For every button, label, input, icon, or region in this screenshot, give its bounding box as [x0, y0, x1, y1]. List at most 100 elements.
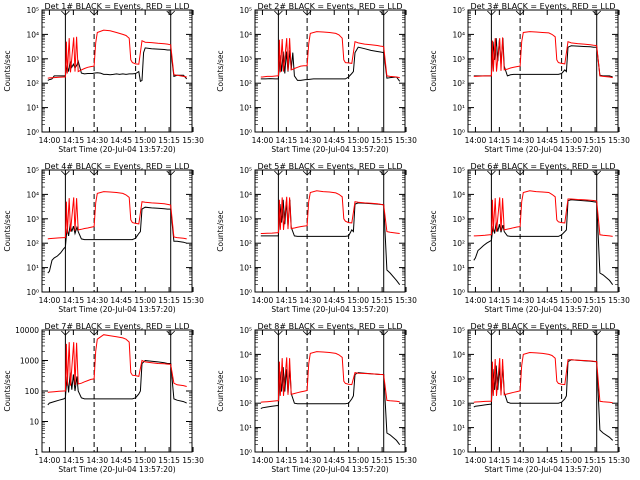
x-tick-label: 15:30	[608, 296, 630, 305]
series-line-lld	[260, 31, 400, 79]
x-tick-label: 15:30	[182, 456, 204, 465]
x-tick-label: 14:15	[63, 296, 85, 305]
x-tick-label: 15:00	[347, 456, 369, 465]
plot-frame	[467, 9, 619, 133]
y-tick-label: 10	[29, 418, 39, 427]
y-tick-label: 10³	[239, 55, 252, 64]
marker-cap	[379, 170, 388, 176]
y-tick-label: 10⁴	[452, 190, 465, 199]
y-tick-label: 1	[34, 448, 39, 457]
y-tick-label: 10⁴	[26, 30, 39, 39]
y-axis-label: Counts/sec	[216, 370, 225, 411]
series-line-events	[47, 206, 187, 274]
series-line-lld	[47, 29, 187, 79]
y-axis-label: Counts/sec	[429, 210, 438, 251]
x-tick-label: 14:45	[323, 136, 345, 145]
marker-cap	[487, 170, 496, 176]
marker-cap	[89, 10, 99, 16]
marker-cap	[61, 170, 70, 176]
x-tick-label: 15:15	[158, 456, 180, 465]
y-tick-label: 10¹	[26, 264, 39, 273]
marker-cap	[61, 10, 70, 16]
x-tick-label: 15:30	[395, 136, 417, 145]
y-tick-label: 10²	[239, 239, 252, 248]
x-tick-label: 15:15	[371, 456, 393, 465]
y-tick-label: 1000	[20, 357, 39, 366]
panel-title: Det 8# BLACK = Events, RED = LLD	[258, 322, 403, 331]
y-tick-label: 10³	[239, 375, 252, 384]
x-tick-label: 15:15	[158, 136, 180, 145]
x-tick-label: 14:00	[39, 296, 61, 305]
y-axis-label: Counts/sec	[3, 50, 12, 91]
y-tick-label: 10⁵	[452, 326, 465, 335]
panel-title: Det 5# BLACK = Events, RED = LLD	[258, 162, 403, 171]
panel-title: Det 9# BLACK = Events, RED = LLD	[471, 322, 616, 331]
x-tick-label: 15:15	[158, 296, 180, 305]
x-tick-label: 14:15	[489, 136, 511, 145]
x-tick-label: 14:30	[299, 456, 321, 465]
y-axis-label: Counts/sec	[216, 50, 225, 91]
x-tick-label: 14:15	[63, 136, 85, 145]
x-axis-label: Start Time (20-Jul-04 13:57:20)	[58, 305, 175, 314]
plot-frame	[41, 169, 193, 293]
y-tick-label: 100	[25, 387, 40, 396]
y-tick-label: 10³	[26, 55, 39, 64]
marker-cap	[302, 10, 312, 16]
marker-cap	[592, 170, 601, 176]
y-tick-label: 10⁰	[452, 288, 465, 297]
marker-cap	[89, 170, 99, 176]
panel-title: Det 7# BLACK = Events, RED = LLD	[45, 322, 190, 331]
x-axis-label: Start Time (20-Jul-04 13:57:20)	[58, 465, 175, 474]
y-tick-label: 10¹	[26, 104, 39, 113]
y-tick-label: 10³	[239, 215, 252, 224]
y-axis-label: Counts/sec	[429, 370, 438, 411]
plot-frame	[254, 169, 406, 293]
x-tick-label: 14:00	[252, 136, 274, 145]
x-tick-label: 14:15	[489, 296, 511, 305]
x-tick-label: 14:45	[110, 296, 132, 305]
plot-frame	[467, 329, 619, 453]
x-tick-label: 15:30	[182, 296, 204, 305]
y-tick-label: 10¹	[452, 104, 465, 113]
marker-cap	[302, 170, 312, 176]
x-tick-label: 15:15	[371, 136, 393, 145]
y-tick-label: 10³	[26, 215, 39, 224]
series-line-events	[473, 38, 613, 78]
y-tick-label: 10⁰	[26, 288, 39, 297]
plot-frame	[254, 9, 406, 133]
x-axis-label: Start Time (20-Jul-04 13:57:20)	[484, 465, 601, 474]
panel-title: Det 2# BLACK = Events, RED = LLD	[258, 2, 403, 11]
y-tick-label: 10⁰	[452, 128, 465, 137]
y-tick-label: 10¹	[452, 424, 465, 433]
y-axis-label: Counts/sec	[3, 370, 12, 411]
panel-title: Det 1# BLACK = Events, RED = LLD	[45, 2, 190, 11]
x-tick-label: 14:45	[536, 136, 558, 145]
marker-cap	[61, 330, 70, 336]
x-tick-label: 14:00	[465, 296, 487, 305]
x-tick-label: 15:00	[347, 136, 369, 145]
y-tick-label: 10²	[452, 79, 465, 88]
x-tick-label: 15:30	[395, 296, 417, 305]
plot-frame	[254, 329, 406, 453]
x-tick-label: 14:45	[536, 296, 558, 305]
x-tick-label: 14:30	[512, 456, 534, 465]
plot-frame	[41, 9, 193, 133]
x-tick-label: 15:30	[182, 136, 204, 145]
y-axis-label: Counts/sec	[216, 210, 225, 251]
x-tick-label: 14:00	[465, 136, 487, 145]
x-tick-label: 15:15	[584, 296, 606, 305]
series-line-events	[47, 359, 187, 406]
y-tick-label: 10²	[452, 239, 465, 248]
marker-cap	[487, 10, 496, 16]
x-tick-label: 15:30	[608, 456, 630, 465]
y-tick-label: 10²	[452, 399, 465, 408]
x-tick-label: 14:15	[276, 136, 298, 145]
y-tick-label: 10³	[452, 215, 465, 224]
y-tick-label: 10⁴	[239, 190, 252, 199]
x-tick-label: 14:30	[86, 456, 108, 465]
marker-cap	[166, 170, 175, 176]
